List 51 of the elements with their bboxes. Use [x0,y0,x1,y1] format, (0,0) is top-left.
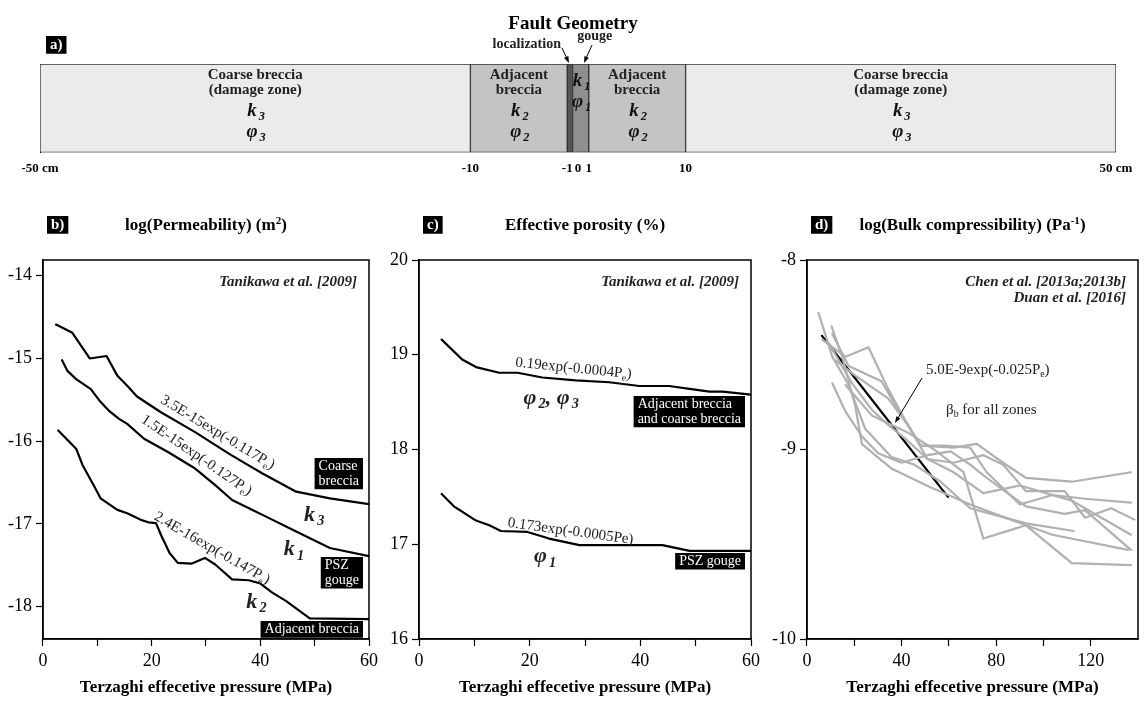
x-tick-label: 80 [987,649,1006,670]
series-label: localization [492,35,562,51]
x-tick-label: 60 [742,649,760,670]
annotation: Chen et al. [2013a;2013b] Duan et al. [2016] [965,273,1126,305]
text: Fault Geometry [508,11,639,33]
x-tick-label: 0 [802,649,812,670]
y-tick-label: 17 [390,532,408,553]
x-tick-label: 0 [414,649,424,670]
x-tick-label: 40 [251,649,270,670]
y-tick-label: 20 [390,248,408,269]
y-tick-label: 19 [390,343,408,364]
y-tick-label: -17 [7,512,32,533]
y-tick-label: 16 [390,627,408,648]
y-tick-label: -10 [771,627,796,648]
series-label: Adjacent breccia [264,621,360,637]
series-label: PSZ gouge [324,557,359,587]
y-tick-label: -8 [780,248,796,269]
series-label: PSZ gouge [679,552,742,568]
chart-title: Effective porosity (%) [504,215,666,235]
x-tick-label: 1 [585,159,593,175]
y-tick-label: -14 [7,264,32,285]
x-axis-title: Terzaghi effecetive pressure (MPa) [79,677,333,697]
x-tick-label: 40 [631,649,650,670]
annotation: 0.19exp(-0.0004Pe) [514,353,633,383]
y-tick-label: -15 [7,347,32,368]
x-tick-label: 50 cm [1099,159,1133,175]
x-tick-label: 10 [679,159,693,175]
x-tick-label: -1 [561,159,573,175]
x-tick-label: 40 [892,649,911,670]
x-tick-label: 60 [360,649,378,670]
annotation: Tanikawa et al. [2009] [219,272,358,289]
x-tick-label: 20 [520,649,539,670]
y-tick-label: -16 [7,429,32,450]
y-tick-label: 18 [390,438,408,459]
series-label: Coarse breccia [318,457,360,488]
x-tick-label: 20 [142,649,161,670]
annotation: Tanikawa et al. [2009] [601,272,740,289]
x-tick-label: 120 [1077,649,1105,670]
x-tick-label: 0 [38,649,48,670]
chart-subtitle: d) [814,215,829,233]
series-label: Adjacent breccia and coarse breccia [637,395,742,426]
chart-subtitle: c) [427,215,439,233]
x-axis-title: Terzaghi effecetive pressure (MPa) [846,677,1099,697]
x-tick-label: -10 [461,159,480,175]
x-axis-title: Terzaghi effecetive pressure (MPa) [458,677,712,697]
x-tick-label: 0 [574,159,582,175]
x-tick-label: -50 cm [21,159,59,175]
chart-subtitle: b) [50,215,65,233]
text: a) [50,35,63,53]
y-tick-label: -9 [780,438,796,459]
y-tick-label: -18 [7,595,32,616]
